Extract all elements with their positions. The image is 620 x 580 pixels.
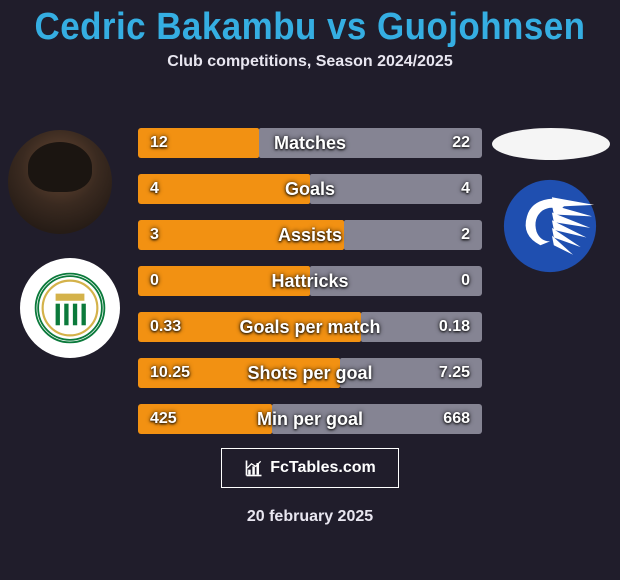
stat-value-right: 0.18 [439, 312, 470, 342]
stat-label: Assists [138, 220, 482, 250]
stats-bars: Matches12 22 Goals4 4 Assists3 2 Hattricks0 0 Go… [138, 128, 482, 450]
page-title: Cedric Bakambu vs Guojohnsen [25, 6, 595, 49]
betis-badge-icon [34, 272, 106, 344]
stat-label: Goals per match [138, 312, 482, 342]
stat-value-right: 4 [461, 174, 470, 204]
stat-row: Matches12 22 [138, 128, 482, 158]
stat-value-left: 12 [150, 128, 168, 158]
stat-label: Hattricks [138, 266, 482, 296]
stat-row: Assists3 2 [138, 220, 482, 250]
stat-value-right: 22 [452, 128, 470, 158]
brand-text: FcTables.com [270, 459, 376, 477]
stat-value-left: 425 [150, 404, 177, 434]
stat-value-left: 10.25 [150, 358, 190, 388]
club-badge-right [500, 176, 600, 276]
date-text: 20 february 2025 [0, 508, 620, 526]
stat-value-left: 0.33 [150, 312, 181, 342]
stat-value-right: 2 [461, 220, 470, 250]
brand-badge: FcTables.com [221, 448, 399, 488]
stat-label: Matches [138, 128, 482, 158]
stat-row: Goals per match0.33 0.18 [138, 312, 482, 342]
club-badge-left [20, 258, 120, 358]
comparison-card: Cedric Bakambu vs Guojohnsen Club compet… [0, 6, 620, 580]
stat-label: Goals [138, 174, 482, 204]
stat-row: Goals4 4 [138, 174, 482, 204]
stat-value-right: 0 [461, 266, 470, 296]
chart-icon [244, 458, 264, 478]
stat-row: Shots per goal10.257.25 [138, 358, 482, 388]
stat-value-left: 3 [150, 220, 159, 250]
subtitle: Club competitions, Season 2024/2025 [0, 53, 620, 71]
player-photo-right-placeholder [492, 128, 610, 160]
stat-label: Min per goal [138, 404, 482, 434]
stat-value-left: 4 [150, 174, 159, 204]
gent-badge-icon [502, 178, 598, 274]
player-photo-left [8, 130, 112, 234]
stat-row: Hattricks0 0 [138, 266, 482, 296]
stat-value-right: 668 [443, 404, 470, 434]
stat-value-right: 7.25 [439, 358, 470, 388]
stat-row: Min per goal425 668 [138, 404, 482, 434]
stat-value-left: 0 [150, 266, 159, 296]
